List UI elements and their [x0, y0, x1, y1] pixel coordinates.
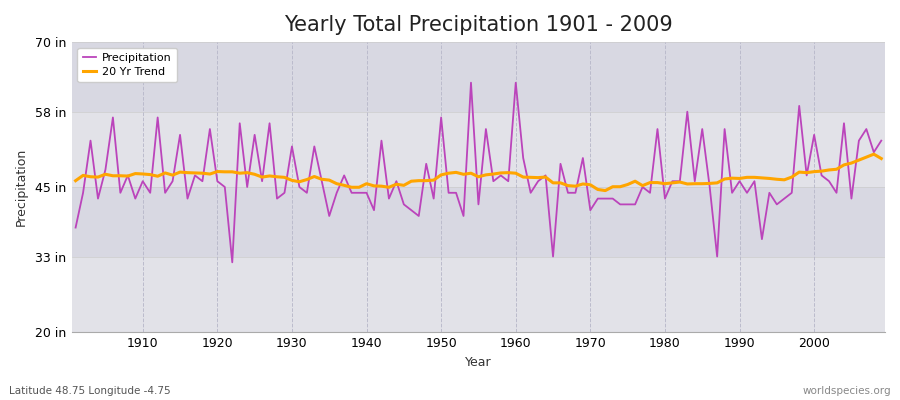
20 Yr Trend	[70, 178, 81, 183]
Precipitation	[615, 202, 626, 207]
20 Yr Trend	[338, 183, 349, 188]
20 Yr Trend	[130, 171, 140, 176]
20 Yr Trend	[876, 156, 886, 161]
Y-axis label: Precipitation: Precipitation	[15, 148, 28, 226]
Bar	[72, 112, 885, 187]
Precipitation	[130, 196, 140, 201]
Precipitation	[70, 225, 81, 230]
20 Yr Trend	[600, 188, 611, 193]
Line: Precipitation: Precipitation	[76, 83, 881, 262]
Precipitation	[465, 80, 476, 85]
Line: 20 Yr Trend: 20 Yr Trend	[76, 154, 881, 190]
Precipitation	[302, 190, 312, 195]
20 Yr Trend	[868, 152, 879, 156]
20 Yr Trend	[294, 179, 305, 184]
Precipitation	[876, 138, 886, 143]
Text: worldspecies.org: worldspecies.org	[803, 386, 891, 396]
Legend: Precipitation, 20 Yr Trend: Precipitation, 20 Yr Trend	[77, 48, 177, 82]
Text: Latitude 48.75 Longitude -4.75: Latitude 48.75 Longitude -4.75	[9, 386, 171, 396]
Precipitation	[518, 156, 528, 160]
X-axis label: Year: Year	[465, 356, 491, 369]
20 Yr Trend	[503, 170, 514, 175]
Bar	[72, 256, 885, 332]
20 Yr Trend	[608, 184, 618, 189]
Bar	[72, 42, 885, 112]
Title: Yearly Total Precipitation 1901 - 2009: Yearly Total Precipitation 1901 - 2009	[284, 15, 673, 35]
20 Yr Trend	[510, 171, 521, 176]
Precipitation	[346, 190, 357, 195]
Precipitation	[526, 190, 536, 195]
Bar	[72, 187, 885, 256]
Precipitation	[227, 260, 238, 265]
